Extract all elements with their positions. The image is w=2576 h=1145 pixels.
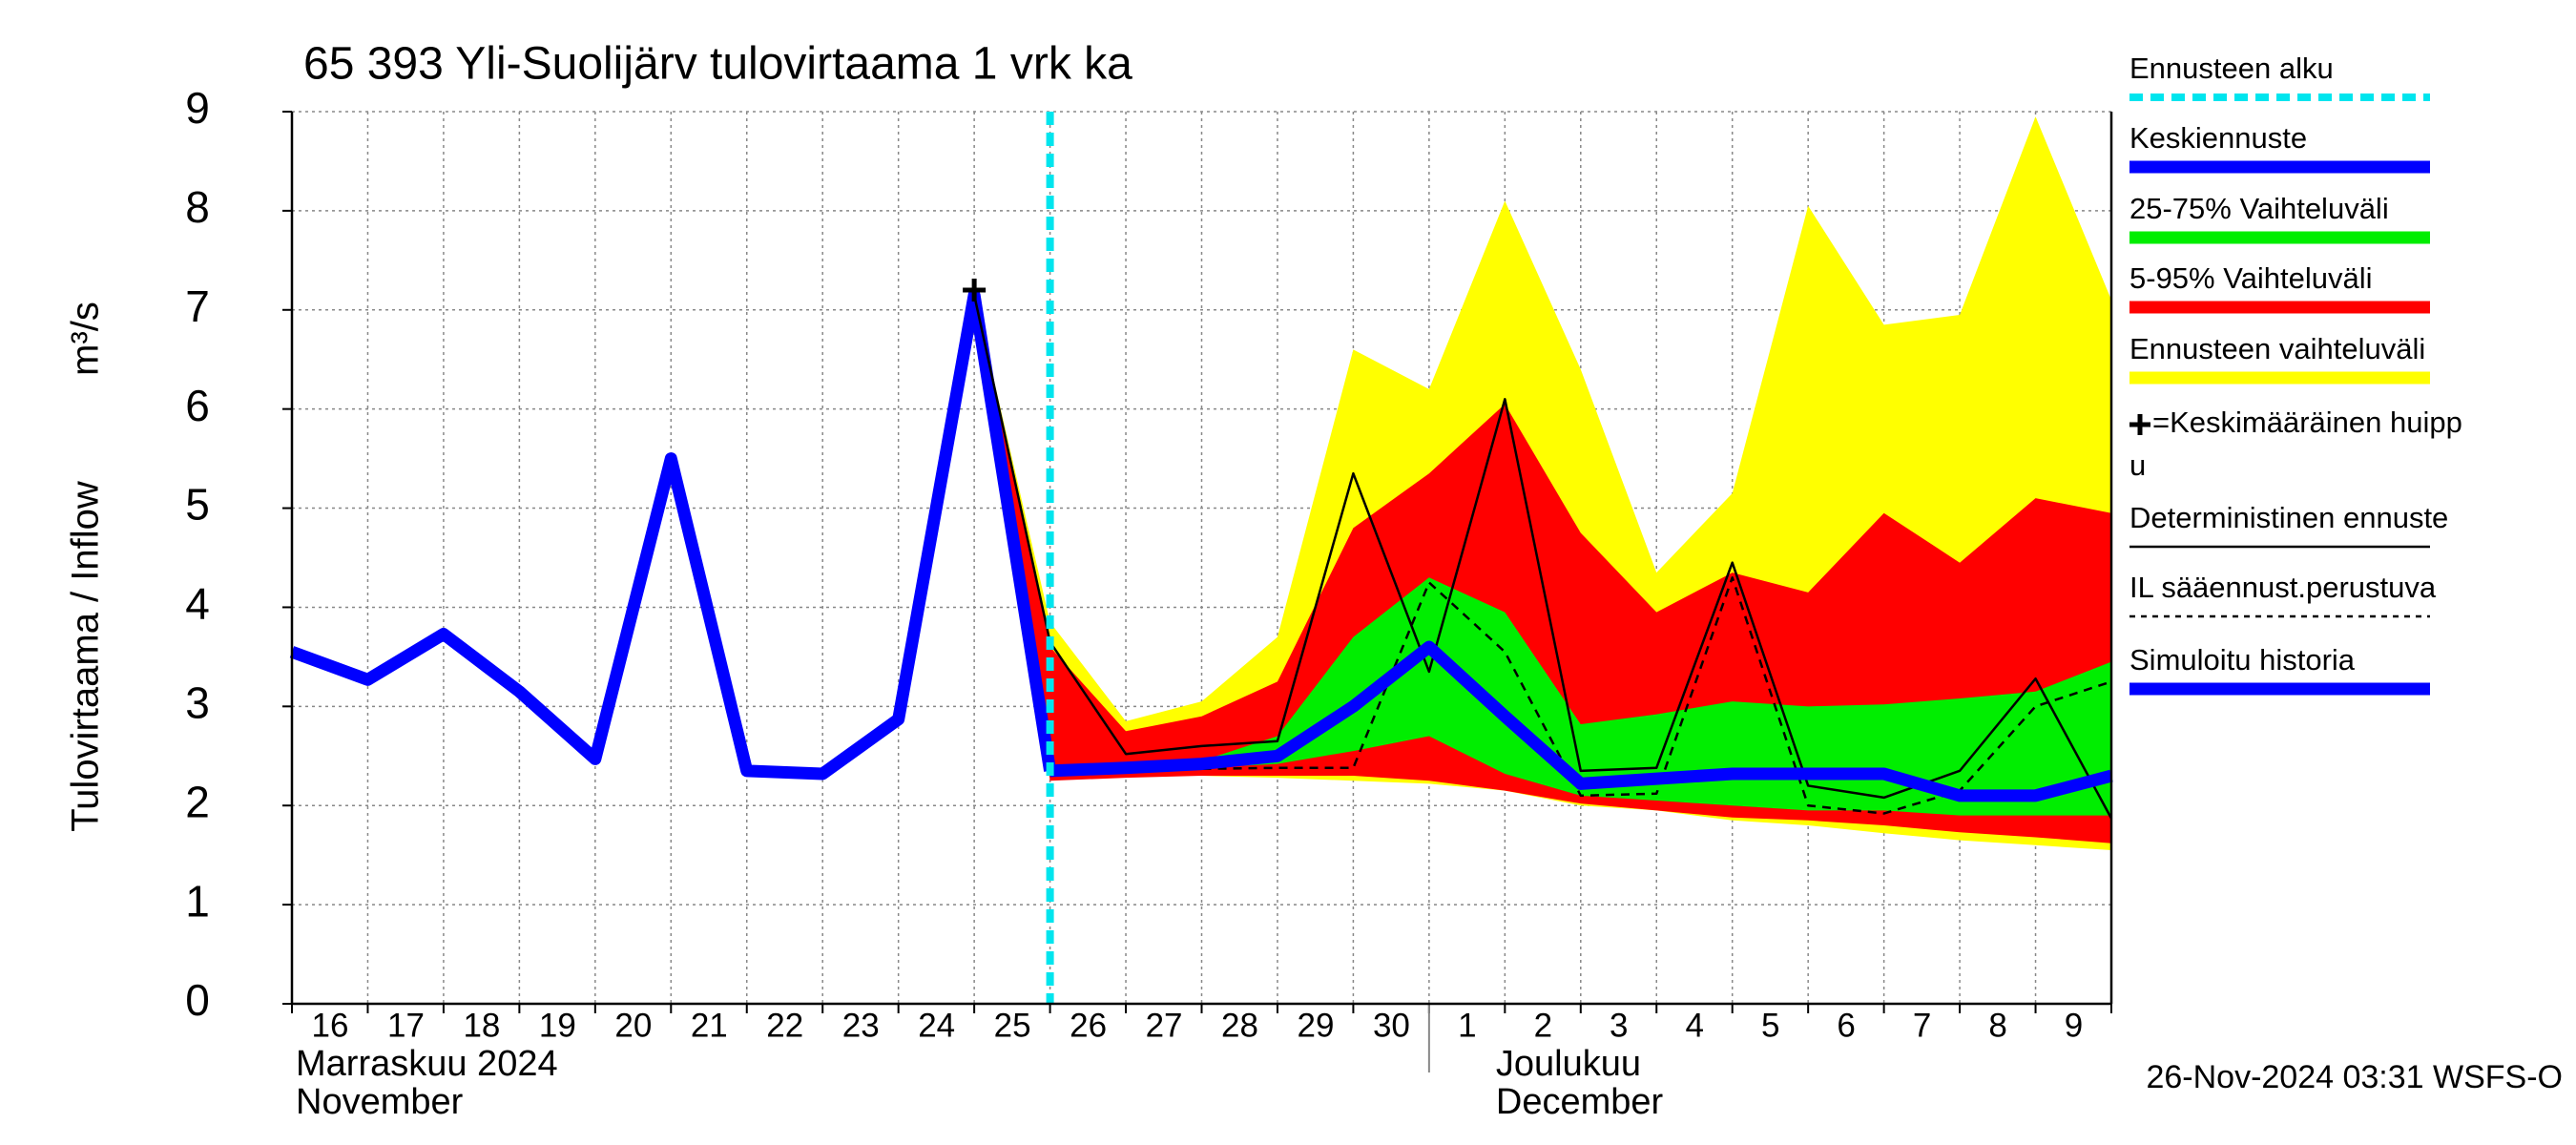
legend-label: Simuloitu historia	[2129, 643, 2356, 677]
legend-label: Keskiennuste	[2129, 121, 2307, 155]
chart-title: 65 393 Yli-Suolijärv tulovirtaama 1 vrk …	[303, 39, 1132, 90]
plot-area	[289, 111, 2113, 1005]
line	[1049, 576, 2112, 815]
legend-label: =Keskimääräinen huipp	[2152, 406, 2462, 439]
y-tick-label: 2	[185, 777, 210, 826]
y-axis-unit: m³/s	[65, 302, 107, 376]
x-tick-label: 8	[1988, 1007, 2006, 1044]
x-tick-label: 21	[691, 1007, 728, 1044]
y-tick-label: 7	[185, 281, 210, 331]
month-label: Joulukuu	[1496, 1044, 1641, 1084]
x-tick-label: 7	[1913, 1007, 1931, 1044]
x-tick-label: 6	[1837, 1007, 1855, 1044]
legend-symbol	[2129, 414, 2150, 435]
x-tick-label: 20	[614, 1007, 652, 1044]
y-tick-label: 3	[185, 677, 210, 727]
month-label: December	[1496, 1082, 1664, 1122]
x-tick-label: 9	[2065, 1007, 2083, 1044]
x-tick-label: 16	[312, 1007, 349, 1044]
x-tick-label: 24	[918, 1007, 955, 1044]
x-tick-label: 17	[387, 1007, 425, 1044]
y-tick-label: 5	[185, 480, 210, 530]
legend-label: Ennusteen vaihteluväli	[2129, 332, 2425, 365]
x-tick-label: 2	[1534, 1007, 1552, 1044]
band	[1049, 577, 2111, 816]
x-tick-label: 23	[842, 1007, 880, 1044]
x-tick-label: 27	[1146, 1007, 1183, 1044]
x-tick-label: 28	[1221, 1007, 1258, 1044]
x-tick-label: 25	[994, 1007, 1031, 1044]
y-tick-label: 4	[185, 579, 210, 629]
legend-label: 5-95% Vaihteluväli	[2129, 261, 2372, 295]
month-label: November	[296, 1082, 464, 1122]
month-label: Marraskuu 2024	[296, 1044, 558, 1084]
y-axis-label: Tulovirtaama / Inflow	[65, 481, 107, 832]
x-tick-label: 19	[539, 1007, 576, 1044]
x-tick-label: 30	[1373, 1007, 1410, 1044]
y-tick-label: 9	[185, 83, 210, 133]
x-tick-label: 22	[766, 1007, 803, 1044]
legend-label: u	[2129, 448, 2146, 482]
legend-label: 25-75% Vaihteluväli	[2129, 192, 2389, 225]
x-tick-label: 4	[1686, 1007, 1704, 1044]
y-tick-label: 8	[185, 182, 210, 232]
y-tick-label: 6	[185, 381, 210, 430]
legend-label: Ennusteen alku	[2129, 52, 2334, 85]
y-tick-label: 0	[185, 975, 210, 1025]
timestamp: 26-Nov-2024 03:31 WSFS-O	[2146, 1059, 2563, 1095]
x-tick-label: 29	[1297, 1007, 1334, 1044]
legend-label: IL sääennust.perustuva	[2129, 571, 2437, 604]
x-tick-label: 1	[1458, 1007, 1476, 1044]
x-tick-label: 18	[463, 1007, 500, 1044]
x-tick-label: 3	[1610, 1007, 1628, 1044]
legend-label: Deterministinen ennuste	[2129, 501, 2448, 534]
peak-marker	[963, 279, 987, 302]
x-tick-label: 26	[1070, 1007, 1107, 1044]
x-tick-label: 5	[1761, 1007, 1779, 1044]
line	[1049, 640, 2113, 802]
line	[289, 288, 1056, 781]
y-tick-label: 1	[185, 876, 210, 926]
